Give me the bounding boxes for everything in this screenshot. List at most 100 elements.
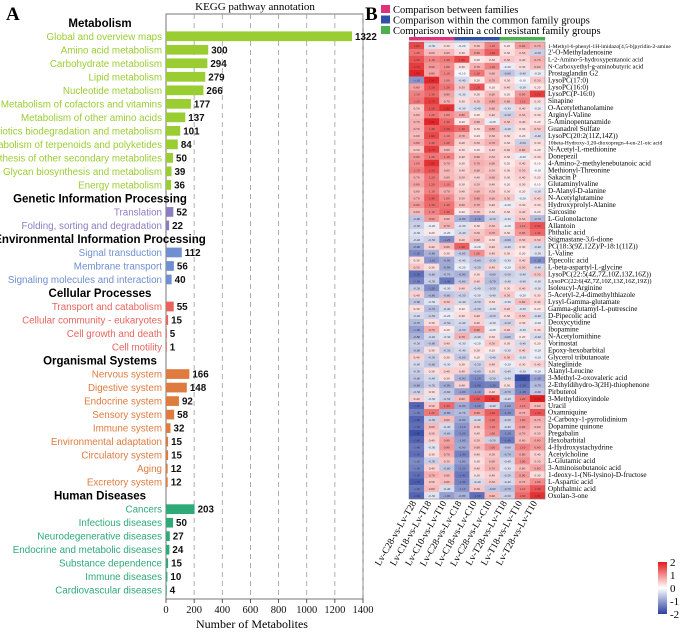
- heatmap-cell: [469, 83, 485, 91]
- heatmap-cell: [484, 62, 500, 70]
- heatmap-cell: [514, 90, 531, 98]
- heatmap-cell: [499, 222, 515, 230]
- heatmap-cell: [424, 55, 440, 63]
- category-label: Folding, sorting and degradation: [21, 221, 162, 232]
- heatmap-cell-value: -0.90: [458, 418, 465, 422]
- heatmap-cell: [454, 284, 470, 292]
- heatmap-cell-value: 0.50: [444, 300, 450, 304]
- heatmap-cell: [424, 97, 440, 105]
- category-label: Global and overview maps: [47, 32, 163, 43]
- heatmap-cell: [454, 152, 470, 160]
- heatmap-cell-value: -0.40: [489, 356, 496, 360]
- heatmap-row-label: 5-Aminopentanamide: [548, 118, 611, 126]
- heatmap-cell: [454, 104, 470, 112]
- colorbar-tick-label: -2: [670, 609, 679, 621]
- heatmap-cell: [484, 42, 500, 50]
- heatmap-cell: [409, 402, 425, 410]
- heatmap-cell-value: 0.60: [459, 397, 465, 401]
- heatmap-cell: [529, 249, 546, 257]
- heatmap-cell-value: 0.10: [534, 162, 540, 166]
- heatmap-cell: [499, 360, 515, 368]
- heatmap-row-label: N-Acetylornithine: [548, 333, 601, 341]
- x-tick-label: 400: [214, 605, 230, 616]
- heatmap-cell-value: -1.30: [413, 411, 420, 415]
- heatmap-cell: [439, 408, 455, 417]
- heatmap-cell-value: 0.60: [519, 439, 525, 443]
- heatmap-cell-value: 1.20: [474, 72, 480, 76]
- heatmap-cell: [439, 277, 455, 285]
- x-tick-label: 0: [163, 605, 168, 616]
- heatmap-cell: [454, 111, 470, 119]
- heatmap-cell-value: 0.60: [474, 189, 480, 193]
- heatmap-cell: [484, 173, 500, 181]
- heatmap-cell: [439, 395, 455, 403]
- heatmap-cell-value: 0.80: [534, 466, 540, 470]
- heatmap-cell-value: 0.50: [534, 238, 540, 242]
- heatmap-cell: [424, 436, 440, 444]
- heatmap-cell: [499, 194, 515, 202]
- heatmap-cell-value: 0.70: [414, 127, 420, 131]
- heatmap-cell-value: -0.20: [443, 314, 450, 318]
- heatmap-cell: [409, 270, 425, 278]
- heatmap-cell: [499, 284, 515, 292]
- heatmap-cell-value: 1.10: [414, 92, 420, 96]
- heatmap-cell: [529, 374, 546, 382]
- heatmap-cell-value: 0.50: [489, 342, 495, 346]
- heatmap-cell-value: -0.20: [519, 155, 526, 159]
- heatmap-cell-value: -0.60: [413, 376, 420, 380]
- heatmap-cell-value: -1.50: [413, 453, 420, 457]
- heatmap-cell: [439, 298, 455, 306]
- heatmap-cell-value: 0.30: [519, 321, 525, 325]
- bar-chart-xlabel: Number of Metabolites: [196, 617, 308, 631]
- heatmap-row-label: LysoPC(P-16:0): [548, 90, 595, 98]
- heatmap-cell: [499, 367, 515, 375]
- heatmap-cell-value: 0.40: [489, 203, 495, 207]
- heatmap-cell: [409, 76, 425, 84]
- heatmap-cell: [529, 83, 546, 91]
- heatmap-cell-value: 0.40: [459, 238, 465, 242]
- heatmap-cell-value: -0.30: [534, 279, 541, 283]
- heatmap-cell-value: -0.40: [519, 279, 526, 283]
- heatmap-cell: [424, 187, 440, 195]
- heatmap-cell-value: 0.40: [519, 259, 525, 263]
- bar-aging: [166, 463, 168, 474]
- heatmap-cell: [409, 415, 425, 423]
- bar-metabolism-of-cofactors-and-vitamins: [166, 98, 191, 109]
- heatmap-cell: [454, 291, 470, 299]
- heatmap-cell-value: 0.20: [504, 92, 510, 96]
- heatmap-cell-value: 0.30: [504, 176, 510, 180]
- heatmap-cell-value: 0.30: [504, 169, 510, 173]
- heatmap-cell: [454, 48, 470, 56]
- heatmap-cell-value: 0.70: [459, 335, 465, 339]
- heatmap-cell-value: 0.50: [534, 127, 540, 131]
- heatmap-cell-value: 0.40: [519, 58, 525, 62]
- heatmap-cell-value: 1.50: [429, 86, 435, 90]
- heatmap-cell-value: -0.50: [458, 293, 465, 297]
- heatmap-cell: [484, 374, 500, 382]
- heatmap-cell-value: 0.20: [519, 189, 525, 193]
- heatmap-cell-value: 0.20: [534, 148, 540, 152]
- heatmap-cell: [529, 381, 546, 389]
- bar-value-label: 55: [177, 302, 188, 313]
- heatmap-cell-value: -0.30: [428, 300, 435, 304]
- heatmap-cell-value: 0.30: [534, 203, 540, 207]
- heatmap-cell-value: 0.30: [474, 127, 480, 131]
- heatmap-cell-value: 0.20: [534, 210, 540, 214]
- heatmap-cell-value: 0.90: [429, 217, 435, 221]
- heatmap-cell-value: 1.10: [444, 134, 450, 138]
- heatmap-cell-value: 0.20: [519, 252, 525, 256]
- heatmap-cell: [514, 353, 531, 361]
- heatmap-cell-value: 0.70: [444, 99, 450, 103]
- heatmap-cell: [484, 464, 500, 472]
- bar-infectious-diseases: [166, 517, 174, 528]
- heatmap-cell: [529, 166, 546, 174]
- heatmap-row-label: 5-Acetyl-2,4-dimethylthiazole: [548, 291, 635, 299]
- heatmap-cell-value: 0.30: [444, 252, 450, 256]
- bar-value-label: 56: [177, 261, 188, 272]
- heatmap-cell-value: 1.50: [429, 169, 435, 173]
- heatmap-cell-value: 0.30: [504, 134, 510, 138]
- heatmap-cell: [439, 242, 455, 250]
- heatmap-cell-value: 0.50: [519, 314, 525, 318]
- heatmap-cell-value: -1.30: [413, 466, 420, 470]
- heatmap-cell-value: -0.30: [504, 349, 511, 353]
